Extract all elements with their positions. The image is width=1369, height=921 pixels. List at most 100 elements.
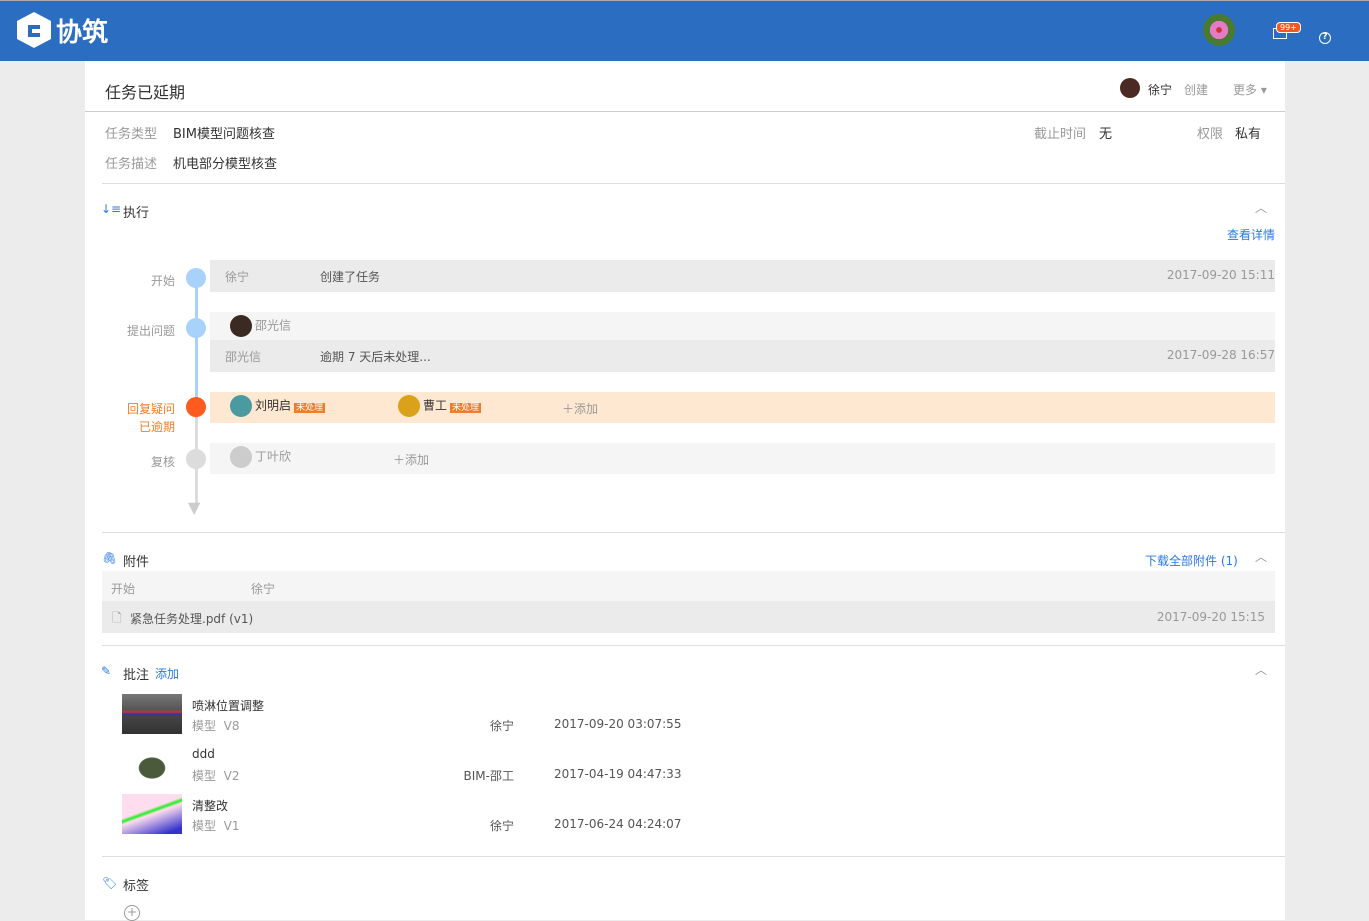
page-title: 任务已延期 bbox=[105, 83, 186, 102]
add-label: 添加 bbox=[405, 453, 430, 467]
add-assignee-button[interactable]: ＋添加 bbox=[562, 400, 598, 417]
notification-badge: 99+ bbox=[1276, 22, 1301, 33]
actor: 徐宁 bbox=[225, 270, 250, 284]
assignee-row: 丁叶欣 ＋添加 bbox=[210, 443, 1275, 474]
type-label: 任务类型 bbox=[105, 127, 158, 142]
file-name[interactable]: 紧急任务处理.pdf (v1) bbox=[130, 612, 254, 626]
assignee-name: 丁叶欣 bbox=[255, 449, 292, 464]
desc-value: 机电部分模型核查 bbox=[173, 157, 278, 172]
divider bbox=[102, 532, 1285, 533]
assignee-name: 刘明启 bbox=[255, 398, 292, 413]
step-label: 开始 bbox=[151, 274, 176, 288]
assignee[interactable]: 曹工 未处理 bbox=[398, 395, 482, 417]
assignee-row: 邵光信 bbox=[210, 312, 1275, 340]
step-dot bbox=[186, 318, 206, 338]
annotation-type: 模型 bbox=[192, 769, 217, 783]
annotation-name[interactable]: ddd bbox=[192, 747, 215, 761]
creator-action: 创建 bbox=[1184, 83, 1209, 97]
annotation-version: V1 bbox=[223, 819, 240, 833]
avatar bbox=[230, 446, 252, 468]
help-icon[interactable]: ? bbox=[1319, 32, 1331, 44]
view-details-link[interactable]: 查看详情 bbox=[1227, 228, 1276, 242]
annotation-thumbnail[interactable] bbox=[122, 794, 182, 834]
attachment-row[interactable]: 🗋 紧急任务处理.pdf (v1) 2017-09-20 15:15 bbox=[102, 601, 1275, 633]
caret-down-icon: ▾ bbox=[1260, 83, 1267, 97]
step-label: 复核 bbox=[151, 455, 176, 469]
sort-icon: ↓≡ bbox=[101, 202, 122, 216]
timestamp: 2017-09-20 15:11 bbox=[1166, 268, 1275, 282]
section-title-execution: 执行 bbox=[123, 206, 150, 221]
section-title-annotations: 批注 bbox=[123, 668, 150, 683]
status-badge: 未处理 bbox=[450, 402, 482, 413]
pdf-icon: 🗋 bbox=[112, 611, 122, 625]
type-value: BIM模型问题核查 bbox=[173, 127, 275, 142]
timestamp: 2017-09-20 15:15 bbox=[1156, 610, 1265, 624]
status-badge: 未处理 bbox=[294, 402, 326, 413]
plus-icon: ＋ bbox=[393, 453, 406, 467]
annotation-user: 徐宁 bbox=[489, 719, 514, 733]
annotation-thumbnail[interactable] bbox=[122, 744, 182, 784]
creator-avatar bbox=[1120, 78, 1140, 98]
creator-name: 徐宁 bbox=[1148, 83, 1173, 97]
permission-label: 权限 bbox=[1197, 127, 1224, 142]
assignee[interactable]: 刘明启 未处理 bbox=[230, 395, 326, 417]
uploader: 徐宁 bbox=[251, 582, 276, 596]
step-label: 回复疑问 bbox=[127, 402, 176, 416]
tag-icon: 🏷 bbox=[102, 876, 118, 890]
add-assignee-button[interactable]: ＋添加 bbox=[393, 451, 429, 468]
timeline-line bbox=[195, 278, 198, 418]
user-avatar[interactable] bbox=[1203, 14, 1235, 46]
annotation-thumbnail[interactable] bbox=[122, 694, 182, 734]
actor: 邵光信 bbox=[225, 350, 262, 364]
annotation-time: 2017-06-24 04:24:07 bbox=[554, 817, 682, 831]
download-all-link[interactable]: 下载全部附件 (1) bbox=[1145, 554, 1238, 568]
deadline-label: 截止时间 bbox=[1034, 127, 1087, 142]
annotation-name[interactable]: 清整改 bbox=[192, 799, 229, 813]
add-tag-button[interactable]: + bbox=[124, 905, 140, 921]
brand-name: 协筑 bbox=[56, 17, 109, 48]
arrow-down-icon: ▼ bbox=[188, 498, 201, 517]
avatar bbox=[230, 395, 252, 417]
collapse-icon[interactable]: ︿ bbox=[1255, 550, 1268, 564]
collapse-icon[interactable]: ︿ bbox=[1255, 663, 1268, 677]
stage: 开始 bbox=[111, 582, 136, 596]
avatar bbox=[230, 315, 252, 337]
annotation-type: 模型 bbox=[192, 819, 217, 833]
step-dot bbox=[186, 268, 206, 288]
add-label: 添加 bbox=[574, 402, 599, 416]
desc-label: 任务描述 bbox=[105, 157, 158, 172]
assignee[interactable]: 丁叶欣 bbox=[230, 446, 291, 468]
add-annotation-link[interactable]: 添加 bbox=[155, 667, 180, 681]
assignee[interactable]: 邵光信 bbox=[230, 315, 291, 337]
annotation-version: V8 bbox=[223, 719, 240, 733]
paperclip-icon: 🖇 bbox=[102, 551, 118, 565]
step-dot bbox=[186, 397, 206, 417]
annotation-user: BIM-邵工 bbox=[463, 769, 514, 783]
overdue-label: 已逾期 bbox=[139, 420, 176, 434]
annotation-user: 徐宁 bbox=[489, 819, 514, 833]
deadline-value: 无 bbox=[1099, 127, 1113, 142]
annotation-time: 2017-04-19 04:47:33 bbox=[554, 767, 682, 781]
collapse-icon[interactable]: ︿ bbox=[1255, 201, 1268, 215]
section-title-tags: 标签 bbox=[123, 879, 150, 894]
logo-icon bbox=[17, 12, 51, 48]
step-row: 徐宁 创建了任务 2017-09-20 15:11 bbox=[210, 260, 1275, 292]
more-label: 更多 bbox=[1233, 83, 1258, 97]
assignee-row: 刘明启 未处理 曹工 未处理 ＋添加 bbox=[210, 392, 1275, 423]
divider bbox=[102, 183, 1285, 184]
permission-value: 私有 bbox=[1235, 127, 1262, 142]
more-dropdown[interactable]: 更多 ▾ bbox=[1233, 81, 1267, 98]
annotation-time: 2017-09-20 03:07:55 bbox=[554, 717, 682, 731]
top-bar: 协筑 99+ ? bbox=[0, 0, 1369, 61]
step-row: 邵光信 逾期 7 天后未处理... 2017-09-28 16:57 bbox=[210, 340, 1275, 372]
divider bbox=[85, 111, 1285, 112]
section-title-attachments: 附件 bbox=[123, 555, 150, 570]
annotation-name[interactable]: 喷淋位置调整 bbox=[192, 699, 265, 713]
avatar bbox=[398, 395, 420, 417]
logo[interactable]: 协筑 bbox=[16, 11, 108, 49]
step-label: 提出问题 bbox=[127, 324, 176, 338]
annotation-type: 模型 bbox=[192, 719, 217, 733]
edit-icon: ✎ bbox=[101, 664, 112, 678]
timestamp: 2017-09-28 16:57 bbox=[1166, 348, 1275, 362]
task-panel: 任务已延期 徐宁 创建 更多 ▾ 任务类型 BIM模型问题核查 任务描述 机电部… bbox=[85, 61, 1285, 921]
